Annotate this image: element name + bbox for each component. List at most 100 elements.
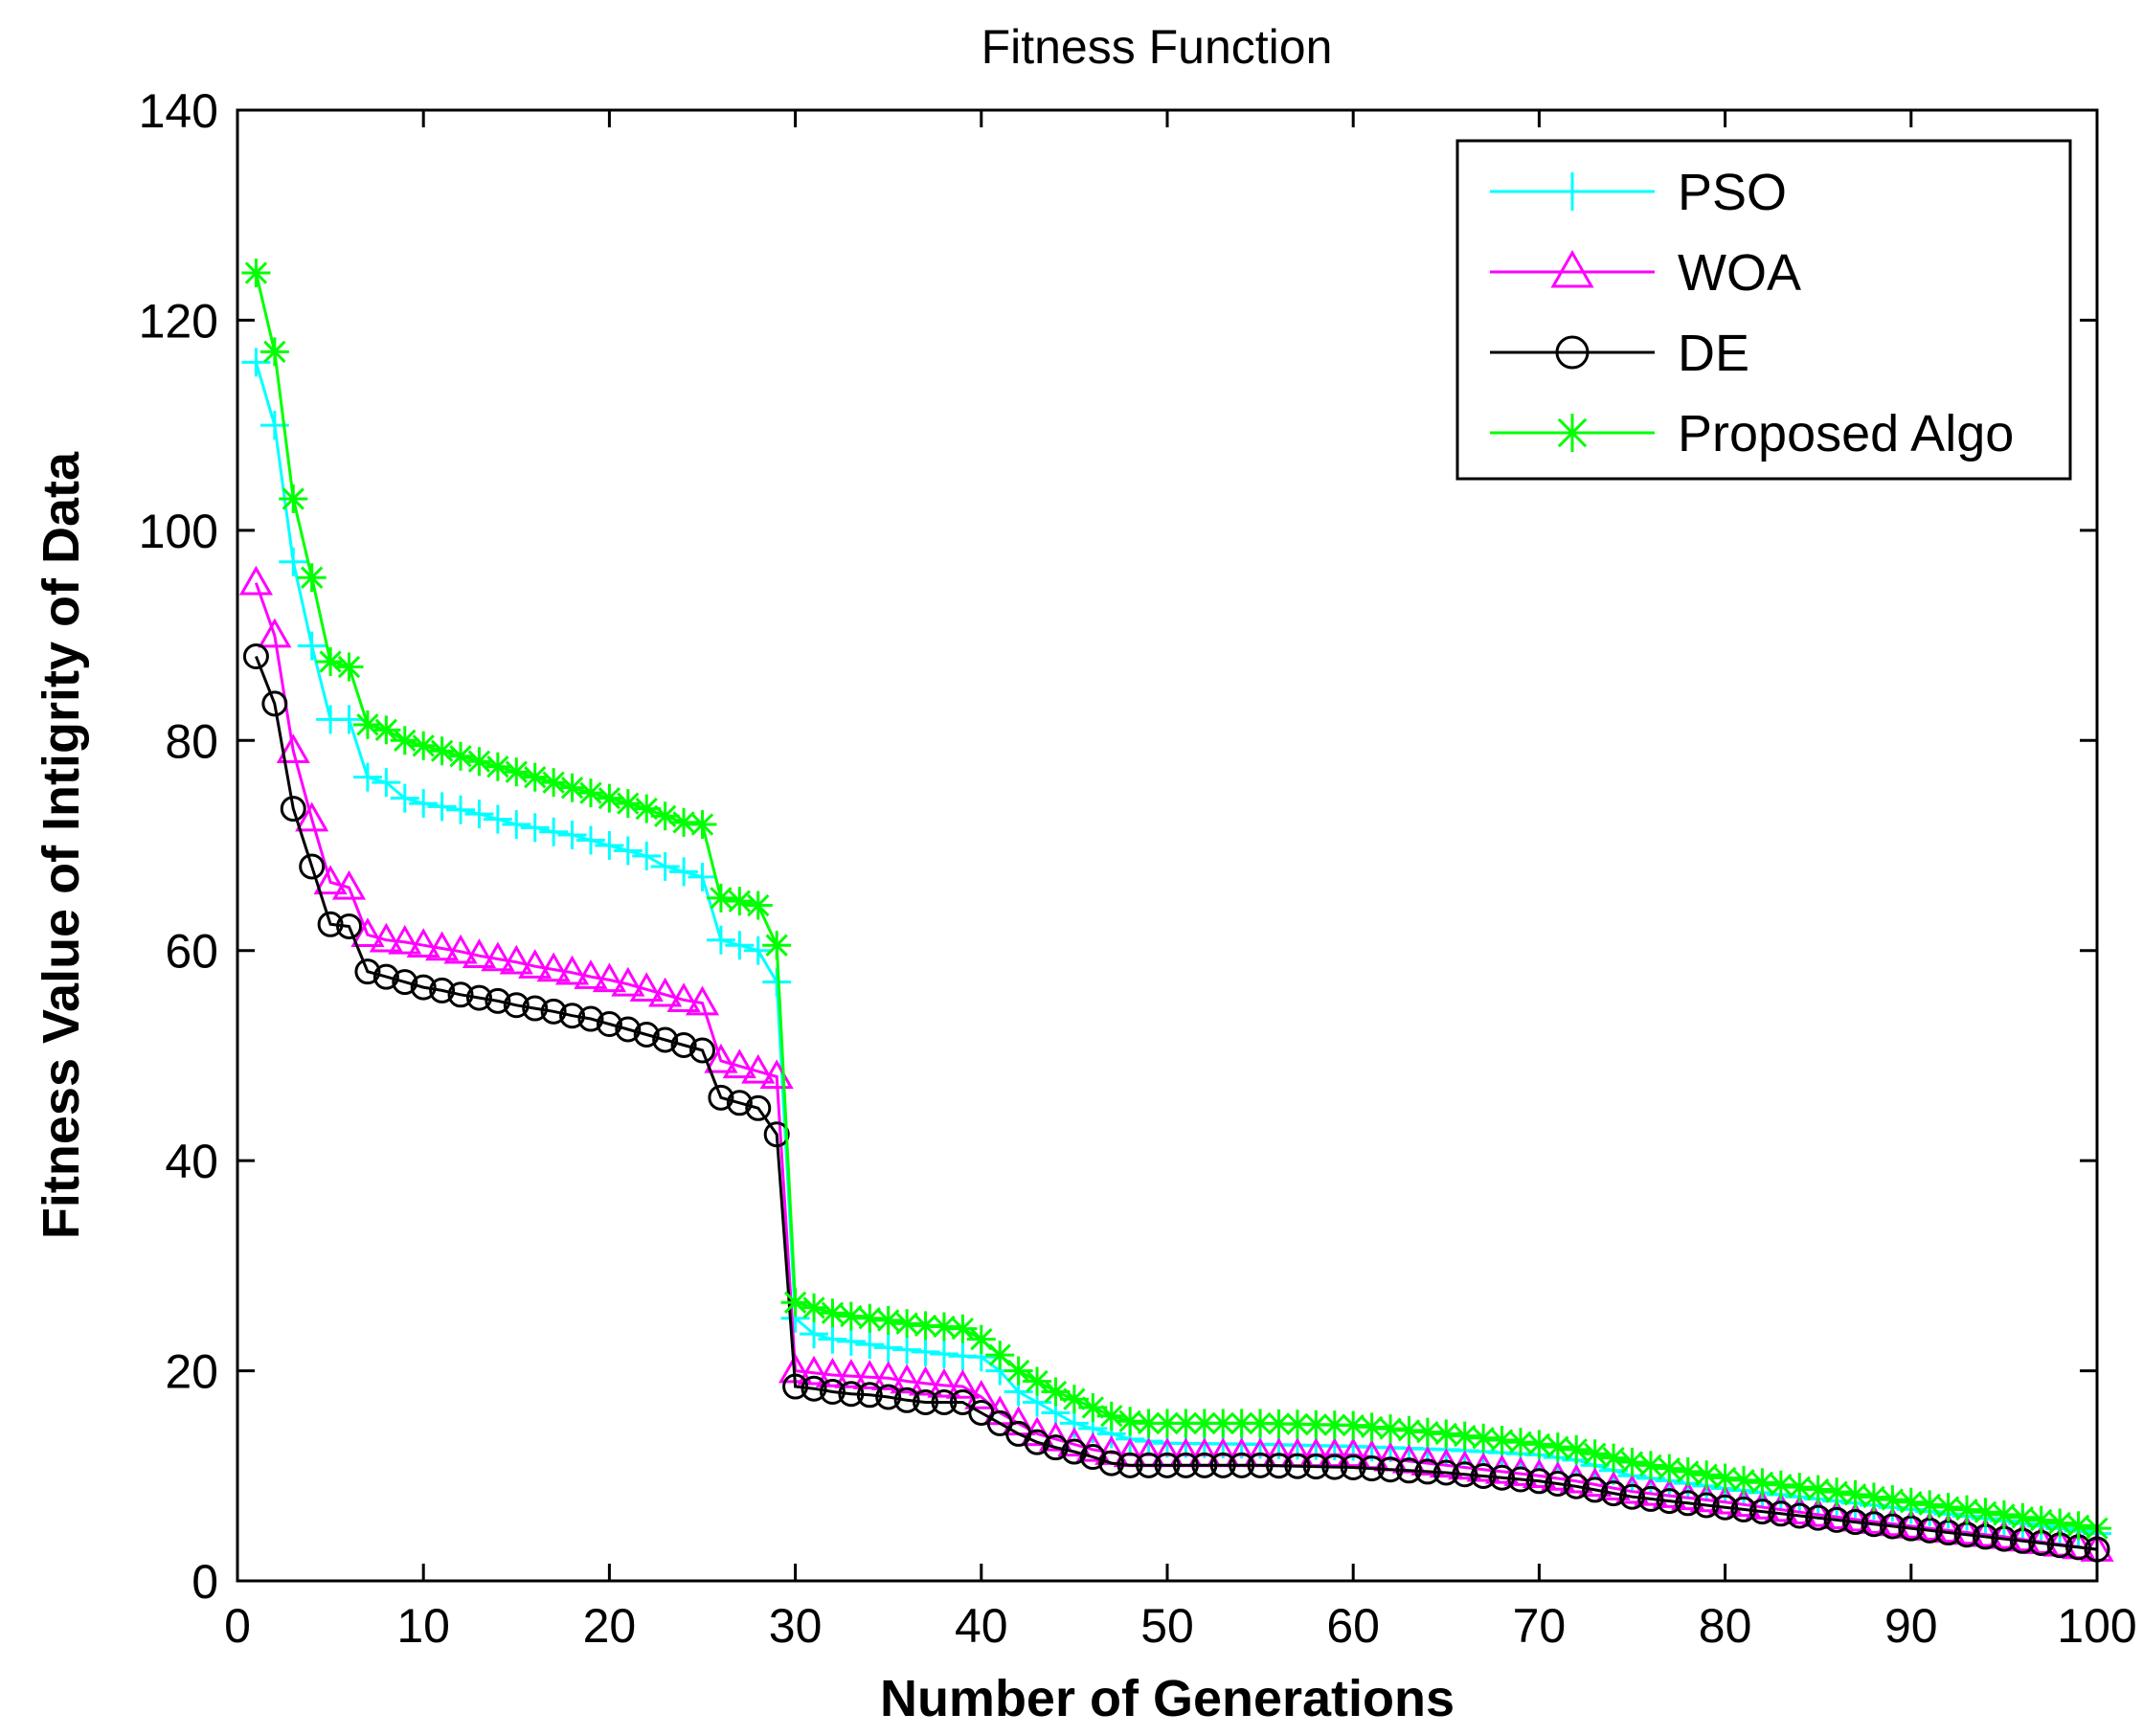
data-point — [520, 762, 550, 792]
data-point — [406, 928, 440, 958]
data-point — [575, 778, 605, 808]
data-point — [1545, 1471, 1571, 1498]
data-point — [1898, 1515, 1925, 1542]
y-tick-label: 0 — [192, 1555, 218, 1609]
data-point — [1861, 1511, 1887, 1538]
data-point — [890, 1364, 924, 1394]
data-point — [1117, 1452, 1143, 1478]
chart-title: Fitness Function — [981, 20, 1333, 74]
data-point — [503, 992, 530, 1019]
data-point — [1189, 1409, 1219, 1438]
data-point — [1543, 1432, 1572, 1462]
data-point — [1096, 1401, 1126, 1431]
data-point — [669, 857, 699, 887]
data-point — [1693, 1492, 1720, 1519]
legend-item: WOA — [1490, 244, 1801, 302]
data-point — [1395, 1457, 1422, 1484]
data-point — [745, 1094, 772, 1121]
y-tick-label: 120 — [139, 294, 218, 348]
data-point — [258, 618, 292, 648]
legend-item: Proposed Algo — [1490, 405, 2014, 462]
data-point — [1879, 1513, 1906, 1540]
data-point — [238, 565, 274, 596]
data-point — [762, 931, 792, 960]
series-de — [242, 643, 2110, 1563]
data-point — [483, 804, 512, 834]
data-point — [741, 1053, 776, 1084]
data-point — [1079, 1444, 1106, 1471]
data-point — [892, 1309, 922, 1339]
x-tick-label: 60 — [1326, 1599, 1380, 1653]
data-point — [2008, 1502, 2038, 1532]
data-point — [1729, 1465, 1759, 1495]
data-point — [317, 911, 344, 937]
data-point — [297, 631, 327, 661]
data-point — [852, 1360, 887, 1389]
data-point — [334, 705, 364, 734]
data-point — [706, 925, 735, 955]
data-point — [1339, 1410, 1368, 1440]
data-point — [725, 887, 755, 916]
data-point — [1340, 1454, 1366, 1481]
data-point — [929, 1312, 959, 1341]
data-point — [1172, 1452, 1199, 1478]
data-point — [743, 936, 773, 965]
legend-marker — [1553, 172, 1591, 211]
data-point — [502, 810, 531, 840]
data-point — [518, 949, 553, 979]
data-point — [261, 690, 288, 717]
data-point — [1823, 1506, 1850, 1533]
data-point — [443, 934, 478, 964]
data-point — [815, 1357, 850, 1387]
data-point — [481, 941, 515, 972]
data-point — [1952, 1495, 1982, 1524]
data-point — [485, 987, 511, 1014]
y-tick-label: 140 — [139, 84, 218, 138]
data-point — [464, 747, 494, 777]
data-point — [892, 1335, 922, 1364]
x-tick-label: 70 — [1513, 1599, 1567, 1653]
legend-marker — [1550, 249, 1594, 288]
data-point — [1582, 1477, 1609, 1503]
data-point — [279, 547, 308, 576]
data-point — [1191, 1452, 1218, 1478]
x-tick-label: 80 — [1699, 1599, 1752, 1653]
data-point — [557, 773, 587, 802]
x-tick-label: 50 — [1140, 1599, 1194, 1653]
data-point — [1933, 1492, 1963, 1522]
data-point — [392, 969, 418, 996]
x-tick-label: 100 — [2057, 1599, 2136, 1653]
data-point — [279, 484, 308, 513]
legend-label: WOA — [1678, 244, 1801, 302]
data-point — [911, 1311, 940, 1341]
data-point — [669, 807, 699, 837]
data-point — [726, 1090, 753, 1116]
data-point — [559, 1003, 586, 1029]
data-point — [818, 1298, 847, 1328]
data-point — [1971, 1498, 2000, 1527]
data-point — [1284, 1453, 1311, 1479]
y-tick-label: 100 — [139, 505, 218, 558]
data-point — [873, 1333, 903, 1363]
data-point — [818, 1324, 847, 1354]
data-point — [577, 1005, 604, 1032]
series-line — [255, 655, 2098, 1551]
data-point — [743, 891, 773, 920]
data-point — [1318, 1437, 1352, 1468]
legend-item: PSO — [1490, 164, 1787, 221]
data-point — [354, 958, 381, 985]
data-point — [447, 981, 474, 1008]
data-point — [1656, 1488, 1682, 1515]
data-point — [763, 1121, 790, 1148]
data-point — [352, 710, 382, 739]
data-point — [725, 931, 755, 960]
data-point — [390, 783, 419, 813]
data-point — [875, 1384, 902, 1410]
data-point — [800, 1319, 829, 1349]
data-point — [1412, 1417, 1442, 1447]
legend-box — [1455, 139, 2072, 481]
data-point — [1599, 1443, 1629, 1473]
axis-ticks: 0 10 20 30 40 50 60 70 80 90 100 0 20 40 60 80 100 120 140 — [139, 84, 2137, 1653]
data-point — [1637, 1485, 1664, 1512]
data-point — [615, 1016, 642, 1043]
